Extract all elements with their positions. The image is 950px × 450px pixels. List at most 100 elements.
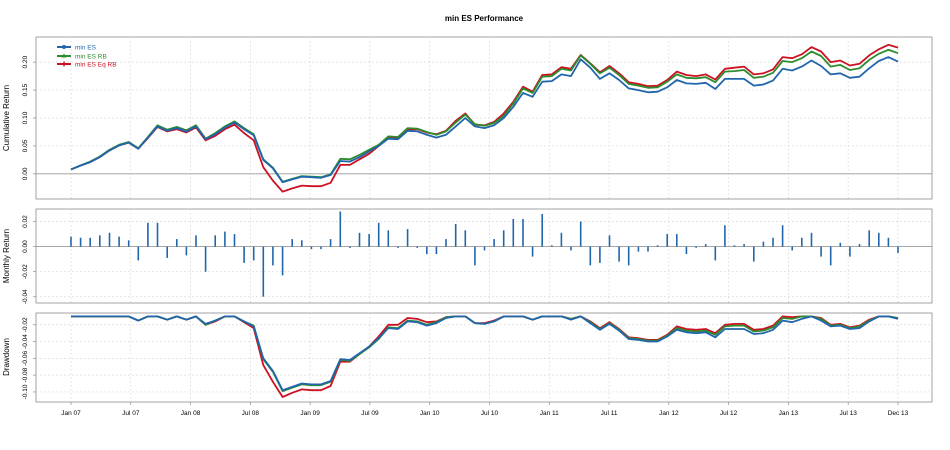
y-tick-label: -0.08 (22, 367, 29, 382)
monthly-bar (70, 236, 72, 247)
legend-item-min-es-rb: min ES RB (57, 53, 107, 61)
monthly-bar (637, 246, 640, 252)
monthly-y-ticks: -0.04 -0.02 0.00 0.02 (22, 215, 36, 304)
monthly-bar (89, 237, 91, 247)
monthly-bar (887, 237, 890, 247)
monthly-bar (849, 246, 851, 257)
monthly-bar (224, 231, 226, 247)
monthly-bar (252, 246, 255, 261)
monthly-bar (291, 239, 293, 247)
legend-item-min-es-eq-rb: min ES Eq RB (57, 61, 117, 69)
monthly-bar (204, 246, 207, 272)
monthly-bar (493, 239, 495, 247)
monthly-bar (704, 244, 707, 247)
x-tick-label: Jan 10 (420, 410, 440, 417)
x-tick-label: Jan 11 (540, 410, 559, 417)
monthly-bar (810, 232, 813, 247)
y-tick-label: -0.04 (22, 334, 29, 349)
monthly-bar (589, 246, 592, 266)
x-tick-label: Jul 09 (361, 410, 379, 417)
monthly-bar (454, 224, 457, 247)
monthly-bar (349, 246, 351, 248)
monthly-bar (829, 246, 832, 266)
monthly-bar (435, 246, 438, 255)
monthly-bar (358, 232, 361, 247)
monthly-bar (310, 246, 313, 250)
y-tick-label: 0.00 (22, 240, 29, 253)
cumulative-y-label: Cumulative Return (2, 85, 11, 151)
monthly-bar (474, 246, 476, 266)
monthly-bar (560, 232, 563, 247)
x-tick-label: Jan 07 (61, 410, 81, 417)
legend-label-min-es-rb: min ES RB (75, 54, 107, 61)
monthly-bar (656, 245, 659, 247)
x-tick-label: Jul 13 (840, 410, 858, 417)
monthly-bar (387, 230, 390, 247)
monthly-bar (551, 245, 553, 247)
x-tick-label: Jan 09 (300, 410, 320, 417)
drawdown-panel: -0.02 -0.04 -0.06-0.08 -0.10 Drawdown (2, 312, 933, 403)
y-tick-label: -0.06 (22, 351, 29, 366)
monthly-bar (243, 246, 245, 263)
monthly-bar (156, 222, 159, 247)
drawdown-line-min-es (71, 315, 899, 392)
monthly-bar (339, 211, 342, 247)
monthly-bar (676, 234, 678, 247)
legend-label-min-es-eq-rb: min ES Eq RB (75, 62, 117, 69)
monthly-bar (618, 246, 620, 262)
x-tick-label: Jul 12 (720, 410, 738, 417)
legend: min ES min ES RB min ES Eq RB (57, 45, 117, 69)
monthly-bar (647, 246, 649, 252)
x-tick-label: Jan 12 (659, 410, 679, 417)
monthly-bar (724, 225, 726, 247)
monthly-bar (753, 246, 755, 262)
monthly-bar (262, 246, 265, 297)
monthly-bar (579, 221, 582, 247)
monthly-bar (416, 246, 418, 248)
monthly-bars (70, 211, 899, 297)
monthly-bar (166, 246, 168, 258)
y-tick-label: 0.05 (22, 139, 29, 152)
monthly-bar (233, 234, 236, 247)
y-tick-label: 0.20 (22, 55, 29, 68)
drawdown-grid (36, 313, 932, 402)
monthly-bar (445, 239, 447, 247)
drawdown-plot-frame (35, 312, 933, 403)
monthly-bar (599, 246, 601, 263)
monthly-bar (377, 222, 380, 247)
legend-marker-min-es (62, 45, 66, 49)
legend-marker-min-es-rb (61, 53, 67, 58)
monthly-y-label: Monthly Return (2, 229, 11, 283)
y-tick-label: -0.02 (22, 317, 29, 332)
monthly-bar (320, 246, 322, 250)
monthly-bar (666, 234, 668, 247)
monthly-bar (791, 246, 793, 251)
cumulative-line-min-es (70, 56, 899, 184)
monthly-bar (541, 214, 543, 247)
monthly-bar (329, 239, 332, 247)
cumulative-panel: 0.00 0.05 0.10 0.15 0.20 Cumulative Return m… (2, 36, 933, 200)
monthly-bar (108, 232, 111, 247)
monthly-bar (512, 219, 515, 247)
monthly-bar (127, 240, 130, 247)
monthly-bar (397, 246, 399, 248)
monthly-bar (685, 246, 688, 255)
monthly-bar (868, 230, 870, 247)
monthly-bar (147, 222, 149, 247)
monthly-bar (781, 225, 784, 247)
monthly-bar (733, 245, 736, 247)
monthly-bar (531, 246, 534, 257)
monthly-bar (118, 236, 120, 247)
monthly-bar (570, 246, 572, 251)
monthly-bar (99, 235, 101, 247)
y-tick-label: -0.04 (22, 289, 29, 304)
y-tick-label: 0.00 (22, 167, 29, 180)
y-tick-label: -0.10 (22, 384, 29, 399)
monthly-bar (772, 237, 774, 247)
monthly-bar (522, 219, 524, 247)
monthly-bar (426, 246, 428, 255)
cumulative-y-ticks: 0.00 0.05 0.10 0.15 0.20 (22, 55, 36, 180)
monthly-bar (79, 237, 82, 247)
monthly-bar (743, 244, 745, 247)
